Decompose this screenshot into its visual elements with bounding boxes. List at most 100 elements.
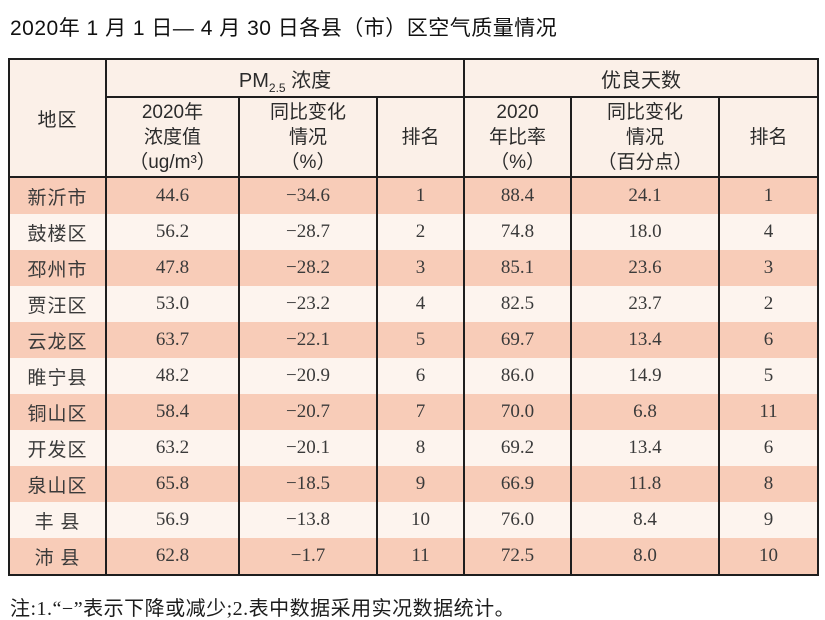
pm-value-cell: 44.6: [105, 177, 240, 214]
column-header-good-change: 同比变化 情况 （百分点）: [570, 97, 721, 178]
column-header-pm-change: 同比变化 情况 （%）: [238, 97, 378, 178]
good-rank-cell: 10: [718, 538, 820, 575]
good-ratio-cell: 72.5: [463, 538, 573, 575]
table-row: 丰 县 56.9 −13.8 10 76.0 8.4 9: [8, 502, 820, 538]
pm25-label-prefix: PM: [238, 69, 269, 92]
good-rank-cell: 6: [718, 430, 820, 466]
region-cell: 鼓楼区: [8, 214, 107, 250]
pm-value-cell: 58.4: [105, 394, 240, 430]
footnote: 注:1.“−”表示下降或减少;2.表中数据采用实况数据统计。: [10, 598, 516, 620]
pm-value-cell: 47.8: [105, 250, 240, 286]
good-change-cell: 11.8: [570, 466, 721, 502]
pm-rank-cell: 1: [375, 177, 466, 214]
pm-rank-cell: 3: [375, 250, 466, 286]
pm-rank-cell: 8: [375, 430, 466, 466]
good-rank-cell: 5: [718, 358, 820, 394]
good-rank-cell: 1: [718, 177, 820, 214]
pm-rank-cell: 11: [375, 538, 466, 575]
region-cell: 泉山区: [8, 466, 107, 502]
good-rank-cell: 4: [718, 214, 820, 250]
pm-value-cell: 48.2: [105, 358, 240, 394]
good-ratio-cell: 70.0: [463, 394, 573, 430]
pm-value-cell: 56.2: [105, 214, 240, 250]
column-group-good-days: 优良天数: [463, 59, 820, 98]
table-row: 新沂市 44.6 −34.6 1 88.4 24.1 1: [8, 177, 820, 214]
good-change-cell: 13.4: [570, 430, 721, 466]
good-change-cell: 23.7: [570, 286, 721, 322]
good-change-cell: 24.1: [570, 177, 721, 214]
pm-value-cell: 63.7: [105, 322, 240, 358]
region-cell: 沛 县: [8, 538, 107, 575]
good-change-cell: 8.4: [570, 502, 721, 538]
good-ratio-cell: 88.4: [463, 177, 573, 214]
pm-rank-cell: 6: [375, 358, 466, 394]
pm-value-cell: 63.2: [105, 430, 240, 466]
table-row: 开发区 63.2 −20.1 8 69.2 13.4 6: [8, 430, 820, 466]
column-group-pm25: PM2.5 浓度: [104, 59, 466, 98]
good-change-cell: 8.0: [570, 538, 721, 575]
pm25-label-subscript: 2.5: [268, 80, 286, 95]
region-cell: 开发区: [8, 430, 107, 466]
table-row: 睢宁县 48.2 −20.9 6 86.0 14.9 5: [8, 358, 820, 394]
header-sub-row: 2020年 浓度值 （ug/m³） 同比变化 情况 （%） 排名 2020 年比…: [9, 97, 820, 178]
region-cell: 睢宁县: [8, 358, 107, 394]
good-change-cell: 13.4: [570, 322, 721, 358]
good-rank-cell: 8: [718, 466, 820, 502]
good-ratio-cell: 85.1: [463, 250, 573, 286]
air-quality-table: 地区 PM2.5 浓度 优良天数 2020年 浓度值 （ug/m³） 同比变化 …: [8, 58, 820, 576]
table-body: 新沂市 44.6 −34.6 1 88.4 24.1 1 鼓楼区 56.2 −28.7 2 74.8 1…: [8, 177, 820, 575]
pm-change-cell: −13.8: [238, 502, 378, 538]
good-rank-cell: 6: [718, 322, 820, 358]
good-ratio-cell: 66.9: [463, 466, 573, 502]
pm-rank-cell: 2: [375, 214, 466, 250]
pm-change-cell: −34.6: [238, 177, 378, 214]
good-ratio-cell: 86.0: [463, 358, 573, 394]
pm-change-cell: −1.7: [238, 538, 378, 575]
header-group-row: 地区 PM2.5 浓度 优良天数: [8, 59, 820, 178]
good-ratio-cell: 82.5: [463, 286, 573, 322]
pm-rank-cell: 9: [375, 466, 466, 502]
column-header-region: 地区: [8, 59, 107, 178]
pm25-label-suffix: 浓度: [285, 69, 332, 92]
good-change-cell: 14.9: [570, 358, 721, 394]
table-row: 贾汪区 53.0 −23.2 4 82.5 23.7 2: [8, 286, 820, 322]
pm-change-cell: −22.1: [238, 322, 378, 358]
region-cell: 邳州市: [8, 250, 107, 286]
good-rank-cell: 11: [718, 394, 820, 430]
pm-rank-cell: 10: [375, 502, 466, 538]
pm-change-cell: −23.2: [238, 286, 378, 322]
pm-change-cell: −28.2: [238, 250, 378, 286]
table-row: 鼓楼区 56.2 −28.7 2 74.8 18.0 4: [8, 214, 820, 250]
good-change-cell: 6.8: [570, 394, 721, 430]
region-cell: 丰 县: [8, 502, 107, 538]
column-header-good-ratio: 2020 年比率 （%）: [463, 97, 573, 178]
column-header-pm-value: 2020年 浓度值 （ug/m³）: [105, 97, 240, 178]
pm-change-cell: −18.5: [238, 466, 378, 502]
pm-rank-cell: 5: [375, 322, 466, 358]
good-ratio-cell: 76.0: [463, 502, 573, 538]
table-header: 地区 PM2.5 浓度 优良天数 2020年 浓度值 （ug/m³） 同比变化 …: [8, 59, 820, 178]
good-rank-cell: 3: [718, 250, 820, 286]
region-cell: 贾汪区: [8, 286, 107, 322]
pm-value-cell: 53.0: [105, 286, 240, 322]
pm-change-cell: −20.7: [238, 394, 378, 430]
pm-change-cell: −20.9: [238, 358, 378, 394]
column-header-pm-rank: 排名: [375, 97, 466, 178]
pm-change-cell: −28.7: [238, 214, 378, 250]
column-header-good-rank: 排名: [718, 97, 820, 178]
region-cell: 新沂市: [8, 177, 107, 214]
page-title: 2020年 1 月 1 日— 4 月 30 日各县（市）区空气质量情况: [10, 17, 558, 40]
table-row: 云龙区 63.7 −22.1 5 69.7 13.4 6: [8, 322, 820, 358]
region-cell: 云龙区: [8, 322, 107, 358]
good-change-cell: 18.0: [570, 214, 721, 250]
good-change-cell: 23.6: [570, 250, 721, 286]
pm-value-cell: 62.8: [105, 538, 240, 575]
good-rank-cell: 2: [718, 286, 820, 322]
pm-change-cell: −20.1: [238, 430, 378, 466]
pm-value-cell: 65.8: [105, 466, 240, 502]
pm-rank-cell: 7: [375, 394, 466, 430]
table-row: 沛 县 62.8 −1.7 11 72.5 8.0 10: [8, 538, 820, 575]
pm-rank-cell: 4: [375, 286, 466, 322]
good-ratio-cell: 69.7: [463, 322, 573, 358]
pm-value-cell: 56.9: [105, 502, 240, 538]
